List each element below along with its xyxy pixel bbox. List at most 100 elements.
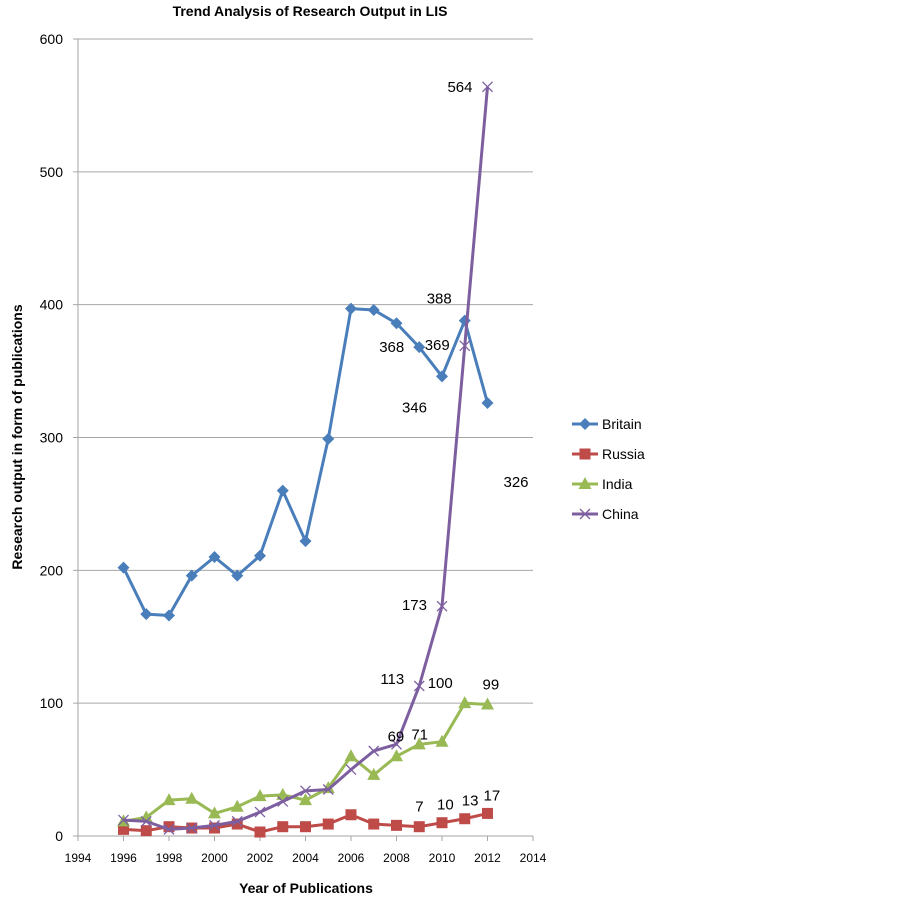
x-tick-label: 2010 [429, 851, 456, 865]
data-label: 69 [388, 728, 405, 745]
x-axis-label: Year of Publications [239, 880, 373, 896]
x-tick-label: 2014 [520, 851, 547, 865]
data-label: 326 [504, 474, 529, 491]
india-point [458, 696, 472, 709]
y-tick-label: 0 [55, 828, 63, 844]
india-point [435, 734, 449, 747]
x-tick-label: 1998 [156, 851, 183, 865]
data-label: 13 [462, 793, 479, 810]
y-tick-label: 600 [40, 31, 64, 47]
china-point [186, 822, 198, 834]
china-point [436, 600, 448, 612]
india-point [344, 749, 358, 762]
china-point [277, 796, 289, 807]
india-point [208, 806, 221, 819]
y-tick-label: 200 [40, 562, 64, 578]
britain-line [122, 307, 489, 617]
india-point [412, 737, 426, 750]
y-tick-label: 400 [40, 297, 64, 313]
legend-item-russia: Russia [572, 446, 645, 462]
data-label: 7 [415, 799, 423, 816]
china-point [459, 340, 471, 352]
russia-point [436, 817, 448, 829]
britain-point [436, 370, 448, 383]
russia-point [140, 825, 152, 837]
china-point [413, 680, 425, 692]
legend-label: India [602, 476, 633, 492]
russia-point [413, 821, 425, 833]
china-point [140, 815, 152, 827]
britain-point [276, 484, 289, 497]
china-point [163, 823, 175, 835]
britain-point [299, 535, 312, 548]
legend-label: Russia [602, 446, 645, 462]
russia-point [345, 809, 357, 821]
data-label: 368 [379, 339, 404, 356]
china-line [123, 86, 489, 831]
china-point [368, 745, 380, 757]
britain-point [413, 341, 426, 354]
russia-point [163, 821, 175, 833]
russia-point [277, 821, 289, 833]
legend-item-britain: Britain [572, 416, 642, 432]
x-tick-label: 2006 [338, 851, 365, 865]
china-point [209, 819, 220, 831]
data-label: 564 [447, 79, 472, 96]
legend: Britain Russia India China [572, 416, 645, 522]
india-point [481, 697, 494, 710]
data-label: 71 [411, 727, 428, 744]
legend-marker-icon [578, 477, 592, 489]
china-point [300, 785, 311, 797]
china-point [118, 814, 129, 826]
britain-point [140, 608, 153, 621]
data-label: 369 [425, 337, 450, 354]
legend-label: China [602, 506, 639, 522]
x-tick-label: 2004 [292, 851, 319, 865]
legend-label: Britain [602, 416, 642, 432]
x-tick-label: 2000 [201, 851, 228, 865]
data-label: 99 [483, 676, 500, 693]
x-tick-label: 2012 [474, 851, 501, 865]
china-point [391, 738, 402, 750]
data-label: 17 [484, 787, 501, 804]
britain-point [367, 303, 380, 316]
russia-point [482, 807, 493, 819]
data-label: 173 [402, 597, 427, 614]
data-label: 100 [428, 675, 453, 692]
china-point [345, 764, 357, 776]
data-label: 113 [380, 671, 404, 688]
series-china [118, 81, 493, 835]
india-point [276, 787, 290, 800]
china-point [231, 815, 243, 827]
x-tick-label: 2008 [383, 851, 410, 865]
x-tick-label: 1994 [65, 851, 92, 865]
india-point [162, 793, 176, 806]
legend-item-india: India [572, 476, 633, 492]
india-point [139, 810, 153, 823]
data-label: 10 [437, 797, 454, 814]
india-point [299, 793, 312, 806]
x-tick-label: 1996 [110, 851, 137, 865]
russia-point [391, 819, 402, 831]
china-point [322, 784, 334, 795]
india-point [230, 799, 244, 812]
x-tick-label: 2002 [247, 851, 274, 865]
y-axis-label: Research output in form of publications [9, 304, 25, 569]
y-tick-label: 500 [40, 164, 64, 180]
britain-point [322, 432, 335, 445]
russia-point [209, 822, 220, 834]
russia-point [322, 818, 334, 830]
russia-point [231, 818, 243, 830]
legend-marker-icon [579, 418, 591, 430]
y-tick-label: 300 [40, 430, 64, 446]
india-point [185, 791, 199, 804]
legend-item-china: China [572, 506, 639, 522]
china-point [482, 81, 493, 93]
britain-point [163, 609, 175, 622]
russia-point [300, 821, 311, 833]
britain-point [458, 314, 471, 327]
russia-point [254, 826, 266, 838]
legend-marker-icon [579, 508, 591, 520]
data-label: 388 [427, 291, 452, 308]
